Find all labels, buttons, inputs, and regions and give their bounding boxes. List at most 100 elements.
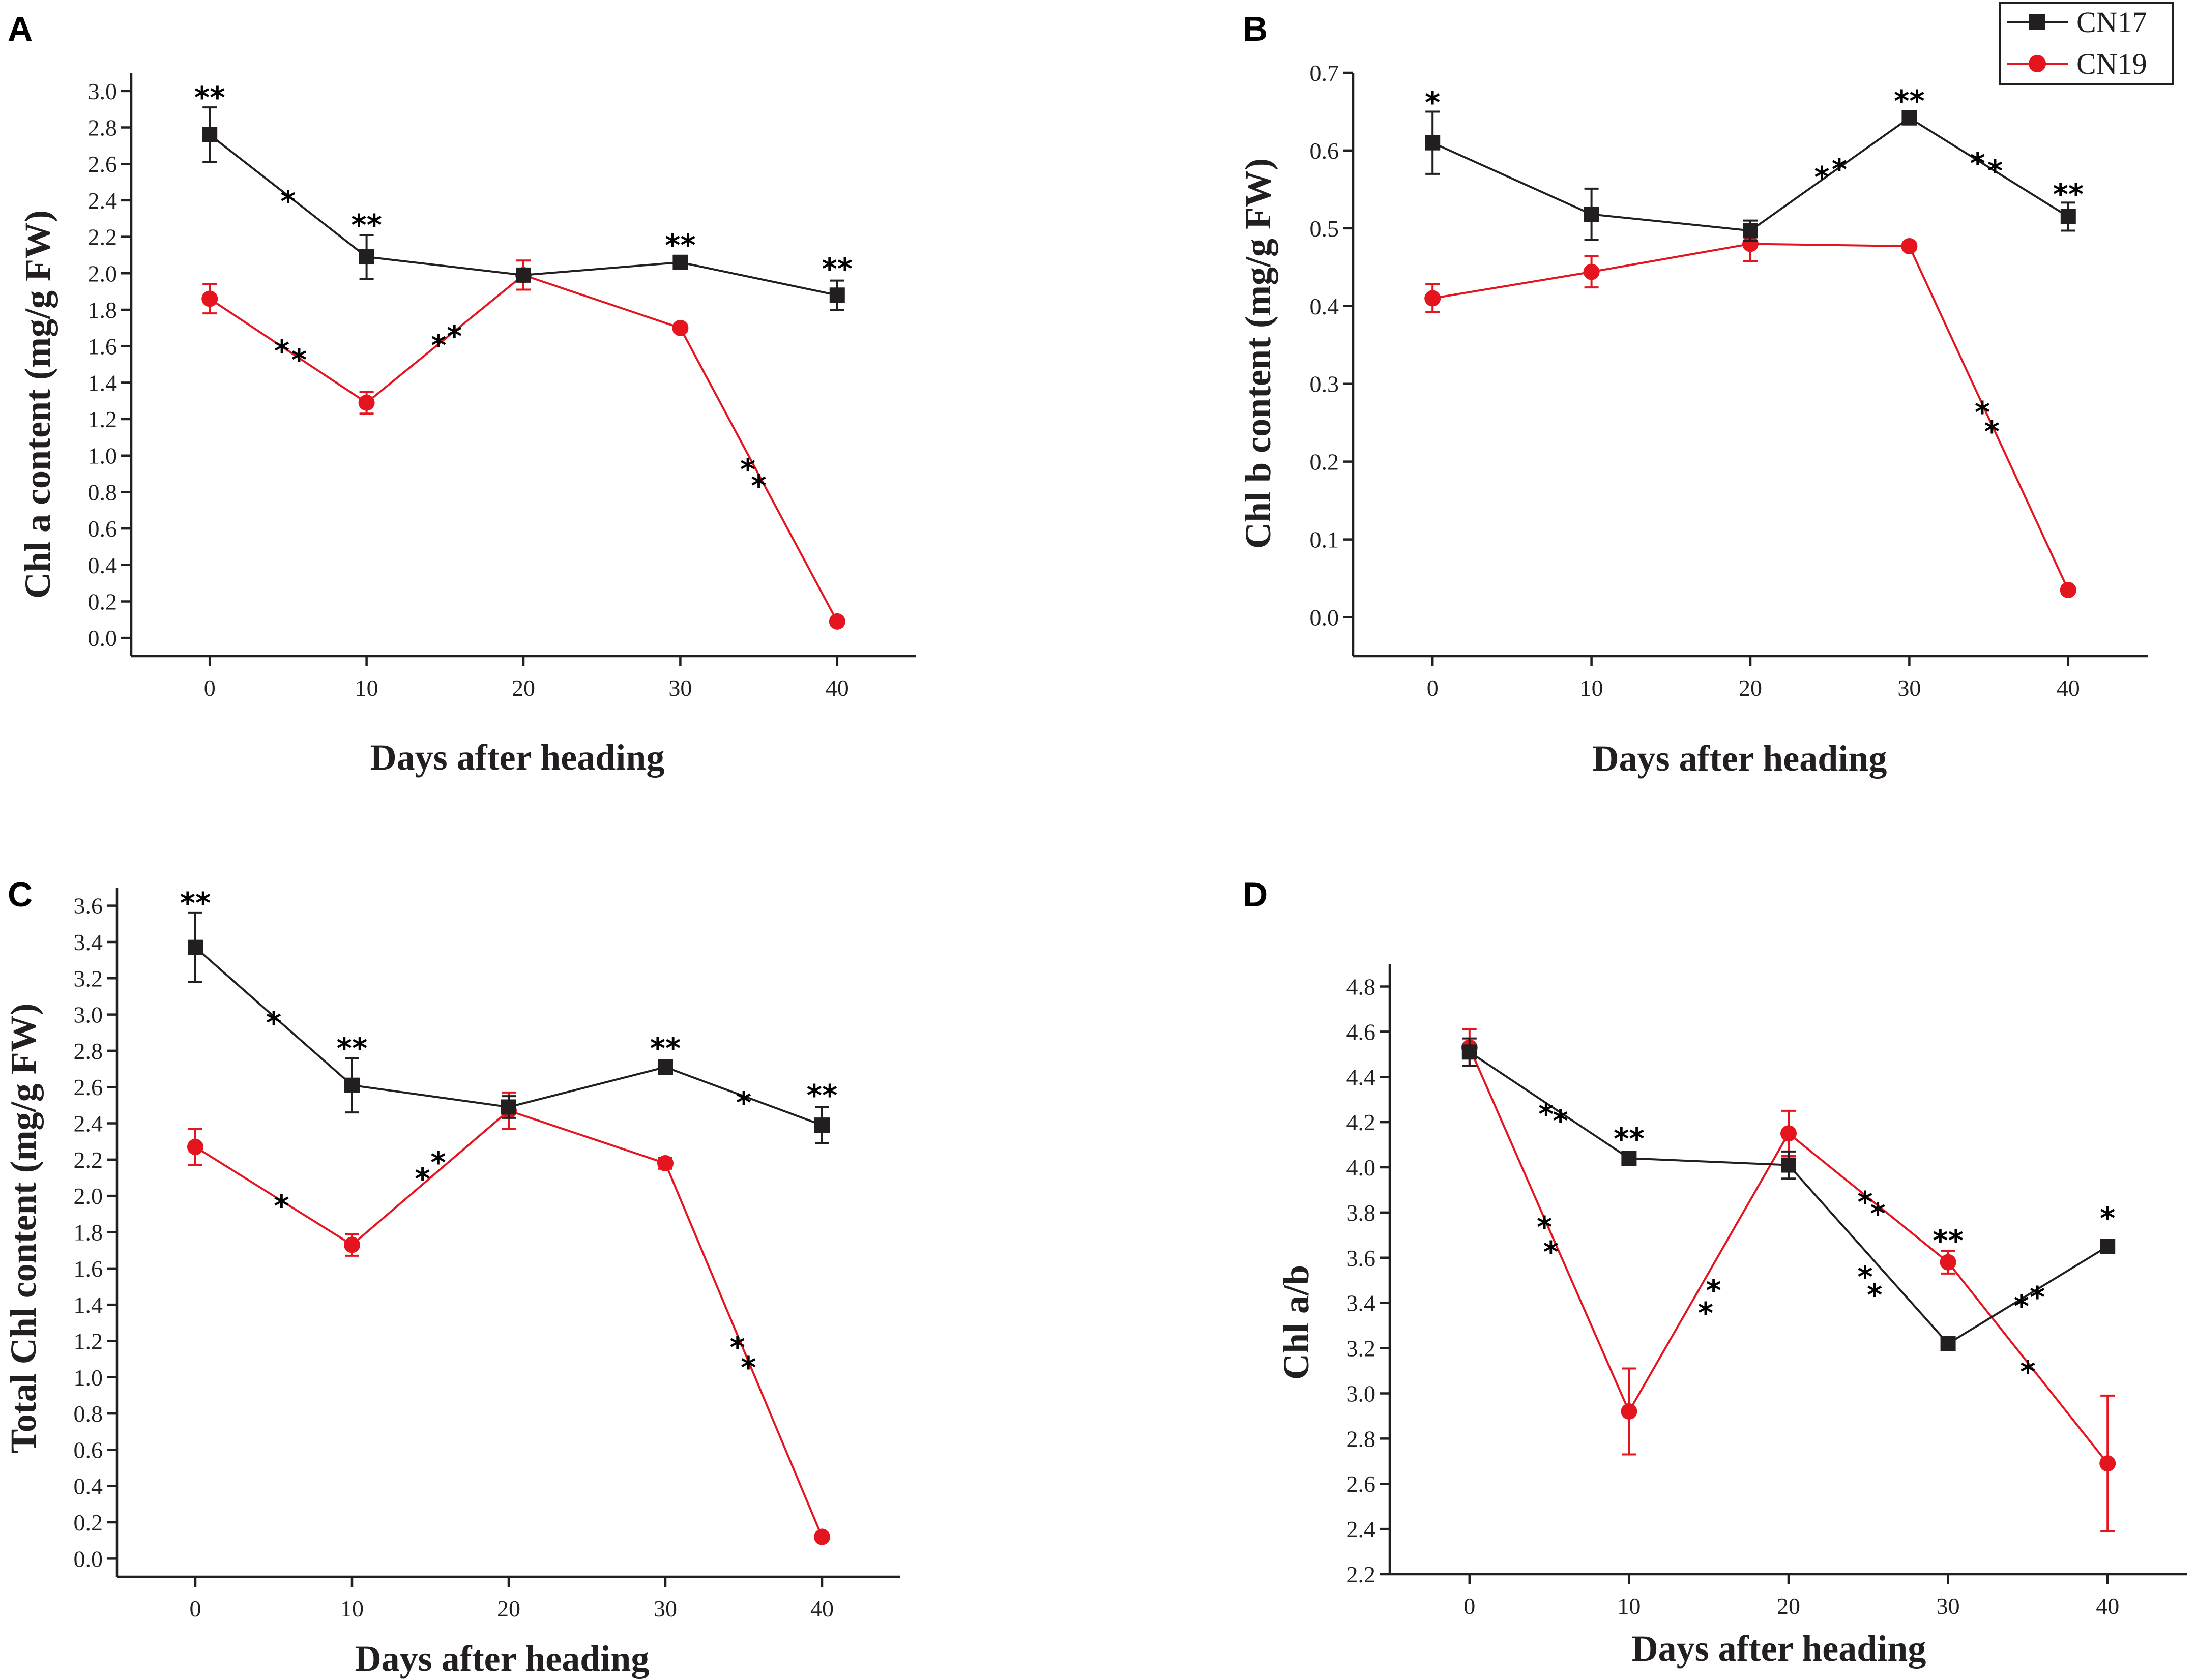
data-point-cn17-a	[359, 249, 374, 265]
data-point-cn17-b	[1425, 135, 1441, 151]
y-tick-label-d: 4.2	[1346, 1109, 1376, 1135]
significance-mark-d: *	[1867, 1278, 1882, 1312]
y-tick-label-c: 1.4	[74, 1292, 103, 1318]
data-point-cn19-a	[829, 613, 845, 630]
x-axis-title-c: Days after heading	[355, 1638, 650, 1679]
y-axis-title-a: Chl a content (mg/g FW)	[17, 210, 58, 599]
x-axis-title-a: Days after heading	[370, 737, 665, 778]
data-point-cn17-c	[344, 1077, 360, 1093]
y-tick-label-c: 0.6	[74, 1437, 103, 1463]
y-tick-label-c: 3.4	[74, 929, 103, 955]
plot-a: 0.0 0.2 0.4 0.6 0.8 1.0 1.2 1.4 1.6 1.8 2.0 2.2 2.4 2…	[88, 73, 916, 701]
y-tick-label-b: 0.5	[1310, 216, 1339, 242]
data-point-cn19-b	[1901, 238, 1918, 255]
y-tick-label-b: 0.6	[1310, 138, 1339, 164]
y-tick-label-c: 1.0	[74, 1365, 103, 1391]
significance-mark-c: *	[736, 1085, 751, 1120]
panel-label-d: D	[1243, 875, 1268, 914]
x-tick-label-c: 20	[497, 1596, 520, 1622]
y-tick-label-c: 2.8	[74, 1038, 103, 1064]
plot-b: 0.00.10.20.30.40.50.60.70 10 20 30 40* ***** *…	[1310, 60, 2148, 701]
significance-mark-a: *	[431, 328, 446, 363]
legend-label-cn19: CN19	[2076, 47, 2147, 80]
y-tick-label-a: 1.6	[88, 334, 118, 360]
significance-mark-d: **	[1933, 1223, 1964, 1258]
y-tick-label-b: 0.4	[1310, 293, 1339, 319]
x-tick-label-a: 40	[826, 675, 849, 701]
y-tick-label-d: 2.6	[1346, 1471, 1376, 1497]
y-tick-label-a: 1.2	[88, 406, 118, 432]
y-tick-label-b: 0.1	[1310, 527, 1339, 553]
data-point-cn17-d	[1621, 1151, 1637, 1166]
plot-c: 0.0 0.2 0.4 0.6 0.8 1.0 1.2 1.4 1.6 1.8 2.0 2.2 2.4 2…	[74, 886, 900, 1622]
significance-mark-c: *	[730, 1330, 745, 1365]
y-tick-label-a: 3.0	[88, 78, 118, 104]
significance-mark-b: *	[1970, 146, 1985, 181]
significance-mark-a: *	[291, 343, 307, 377]
x-tick-label-b: 10	[1580, 675, 1603, 701]
significance-mark-c: *	[266, 1006, 281, 1040]
data-point-cn17-b	[2060, 209, 2076, 224]
x-axis-title-d: Days after heading	[1632, 1628, 1926, 1669]
data-point-cn19-d	[1780, 1125, 1797, 1142]
significance-mark-d: *	[1706, 1273, 1721, 1308]
significance-mark-d: *	[2020, 1354, 2035, 1389]
data-point-cn19-d	[2099, 1455, 2116, 1472]
significance-mark-b: *	[1975, 395, 1990, 429]
significance-mark-d: *	[1553, 1104, 1568, 1138]
x-tick-label-b: 0	[1427, 675, 1439, 701]
significance-mark-d: *	[1538, 1097, 1554, 1131]
y-tick-label-d: 4.6	[1346, 1019, 1376, 1045]
x-tick-label-d: 40	[2096, 1593, 2119, 1619]
x-tick-label-a: 20	[512, 675, 535, 701]
data-point-cn17-d	[2100, 1239, 2116, 1254]
y-tick-label-a: 0.2	[88, 588, 118, 614]
x-tick-label-b: 40	[2057, 675, 2080, 701]
y-tick-label-d: 4.0	[1346, 1155, 1376, 1181]
x-tick-label-b: 30	[1897, 675, 1921, 701]
y-tick-label-a: 2.6	[88, 151, 118, 177]
y-tick-label-a: 0.8	[88, 479, 118, 505]
data-point-cn19-d	[1621, 1403, 1637, 1420]
data-point-cn17-d	[1461, 1044, 1477, 1060]
significance-mark-b: *	[1832, 152, 1847, 187]
data-point-cn19-c	[344, 1236, 360, 1253]
significance-mark-c: *	[741, 1350, 756, 1384]
y-tick-label-a: 2.0	[88, 260, 118, 286]
y-tick-label-c: 3.0	[74, 1002, 103, 1028]
significance-mark-a: **	[351, 208, 382, 243]
y-tick-label-c: 1.2	[74, 1328, 103, 1354]
data-point-cn19-a	[358, 394, 375, 411]
y-tick-label-c: 2.2	[74, 1147, 103, 1173]
legend-marker-cn17	[2029, 14, 2045, 30]
significance-mark-b: *	[1987, 154, 2003, 188]
x-tick-label-d: 10	[1617, 1593, 1641, 1619]
significance-mark-d: **	[1614, 1122, 1645, 1156]
panel-d: D Chl a/b Days after heading 2.22.42.62.…	[1243, 875, 2187, 1669]
x-tick-label-c: 10	[340, 1596, 364, 1622]
y-tick-label-b: 0.3	[1310, 371, 1339, 397]
significance-mark-d: *	[1857, 1185, 1872, 1220]
x-tick-label-c: 40	[810, 1596, 834, 1622]
significance-mark-d: *	[1543, 1234, 1559, 1269]
significance-mark-d: *	[2030, 1280, 2045, 1314]
x-tick-label-d: 20	[1777, 1593, 1800, 1619]
significance-mark-c: *	[274, 1189, 289, 1223]
data-point-cn17-a	[202, 127, 218, 142]
y-tick-label-b: 0.2	[1310, 449, 1339, 475]
x-tick-label-a: 0	[204, 675, 216, 701]
legend-box	[1999, 2, 2174, 85]
y-tick-label-c: 2.4	[74, 1111, 103, 1137]
y-tick-label-d: 3.8	[1346, 1200, 1376, 1226]
plot-d: 2.2 2.4 2.6 2.8 3.0 3.2 3.4 3.6 3.8 4.0 4.2 4.4 4.6 4…	[1346, 964, 2187, 1619]
data-point-cn19-b	[1424, 290, 1441, 307]
significance-mark-d: *	[1698, 1295, 1713, 1330]
significance-mark-a: *	[751, 468, 766, 503]
data-point-cn17-a	[829, 287, 845, 303]
data-point-cn19-b	[2060, 582, 2076, 599]
y-tick-label-d: 4.4	[1346, 1064, 1376, 1090]
significance-mark-a: **	[194, 80, 225, 115]
significance-mark-a: *	[740, 452, 755, 487]
y-tick-label-b: 0.0	[1310, 605, 1339, 631]
y-tick-label-d: 3.6	[1346, 1245, 1376, 1271]
